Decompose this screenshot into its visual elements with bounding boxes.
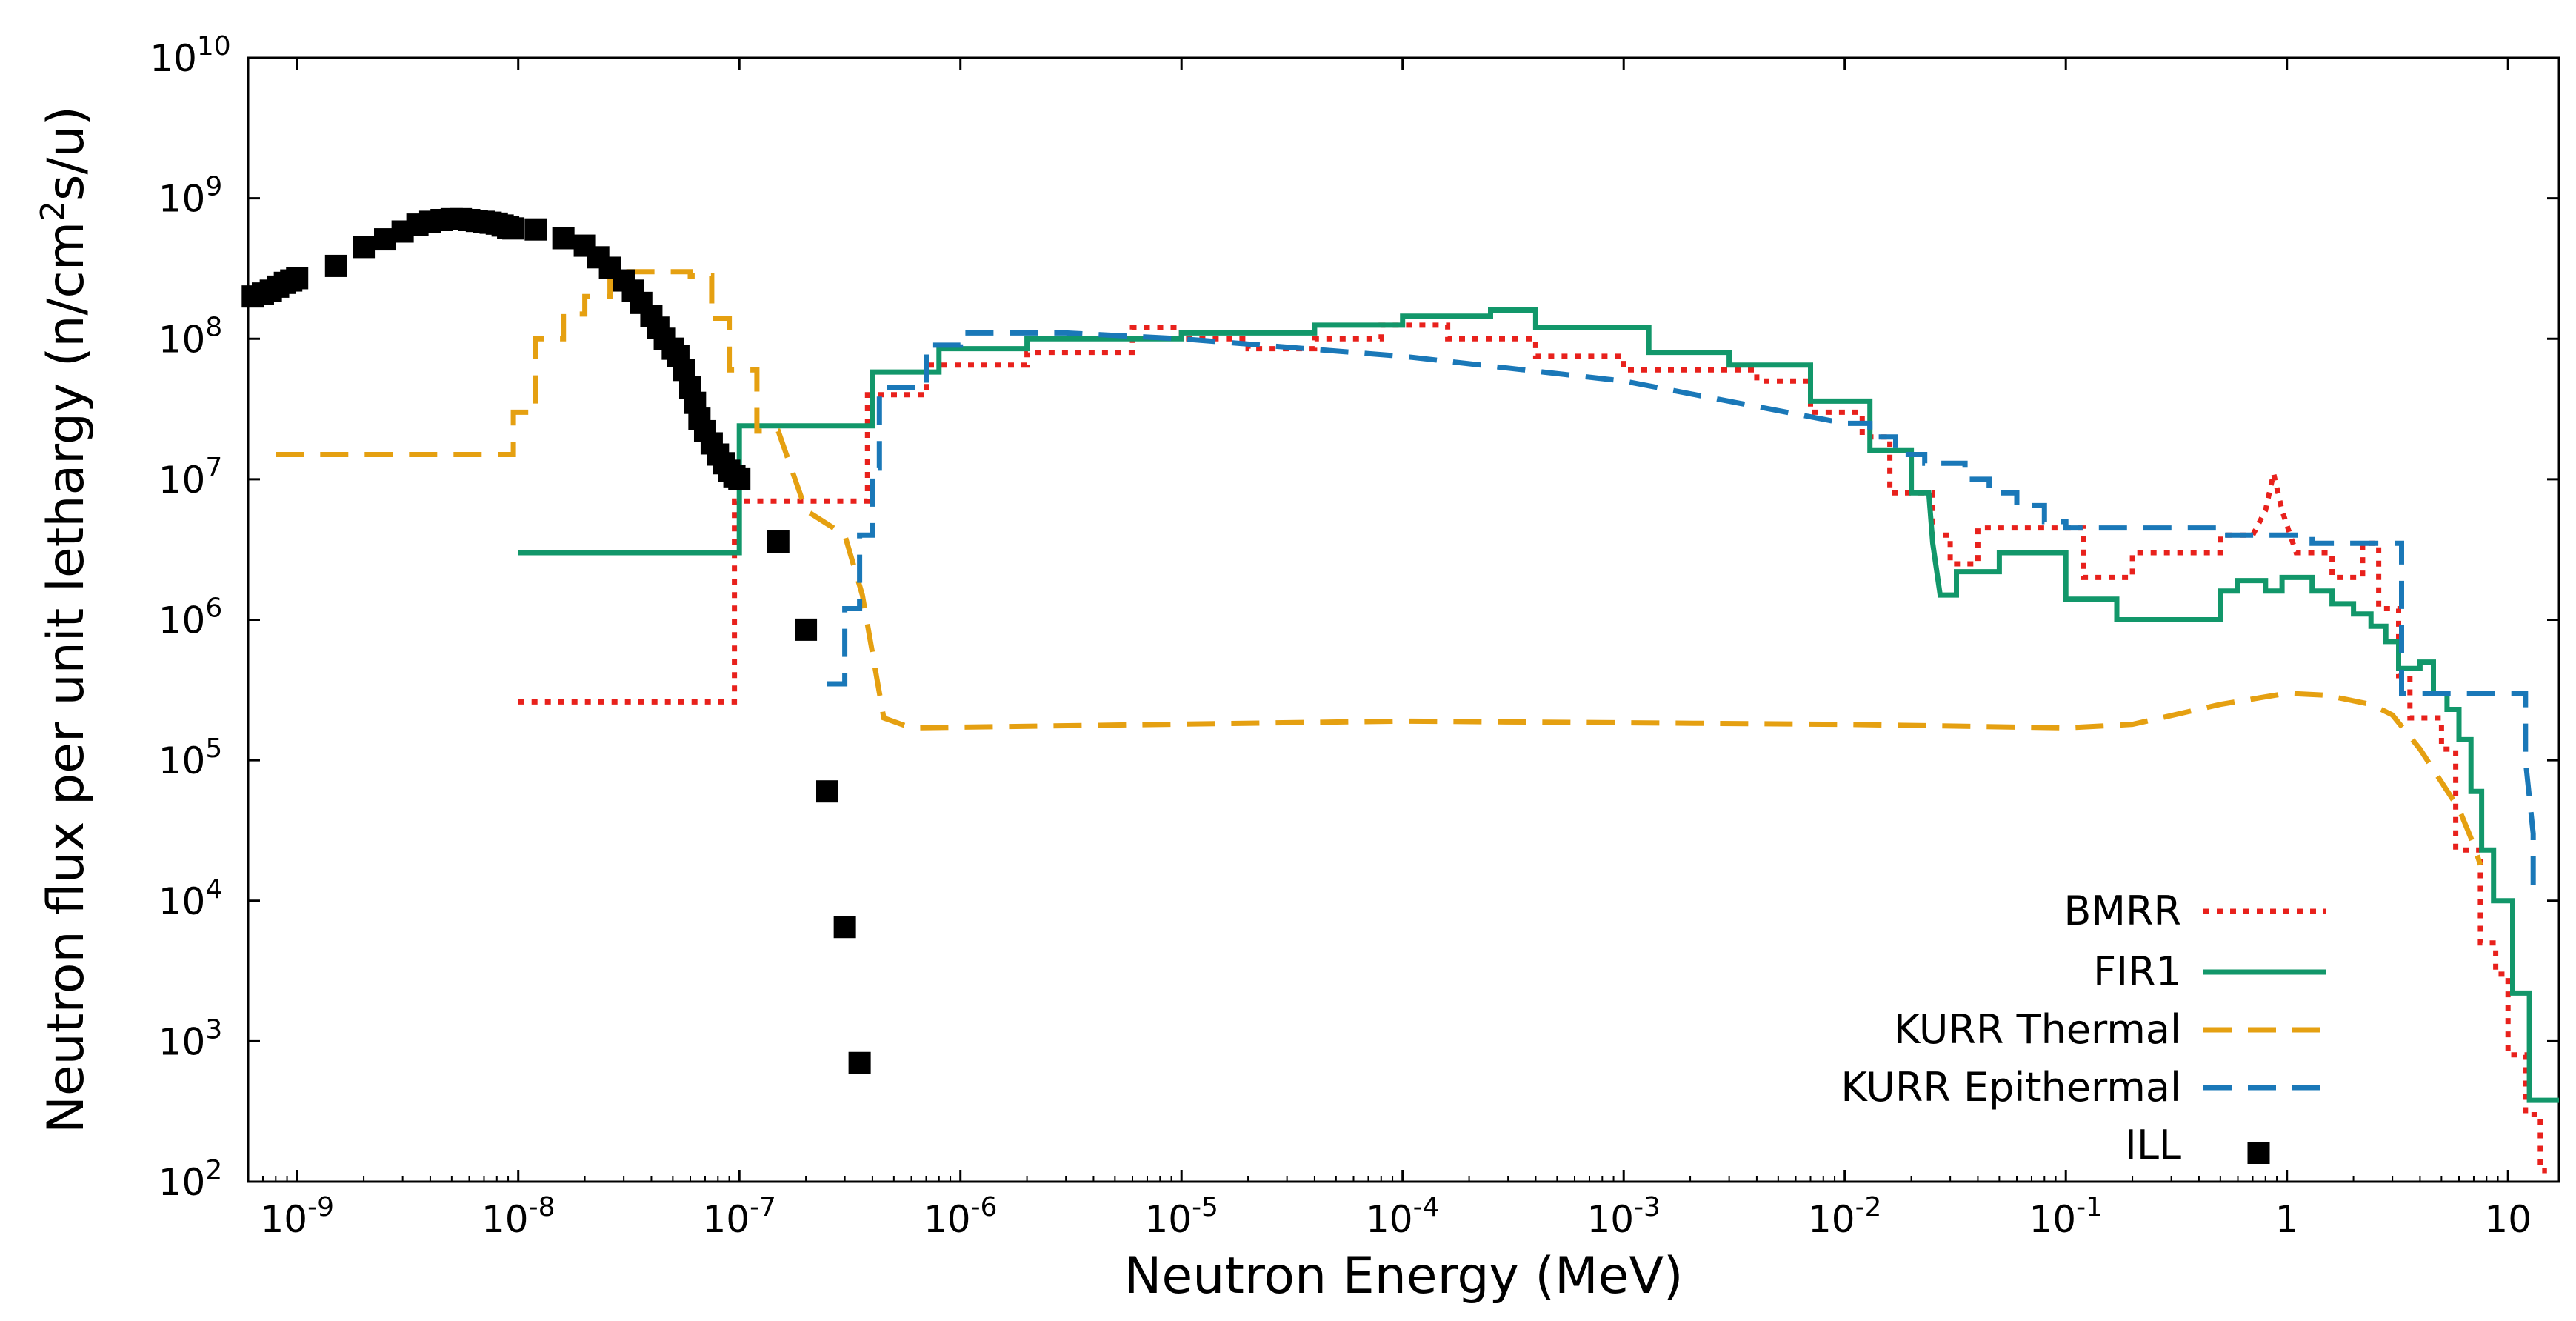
legend-label: FIR1: [2093, 948, 2181, 995]
ill-data-point: [524, 218, 547, 241]
x-tick-label: 10-3: [1586, 1192, 1661, 1241]
y-axis-title-superscript: 2: [34, 201, 72, 222]
ill-data-point: [833, 916, 856, 939]
series-ill: [241, 207, 871, 1074]
ill-data-point: [795, 618, 818, 641]
legend-marker: [2247, 1142, 2270, 1164]
ill-data-point: [816, 780, 839, 803]
x-tick-label: 10-4: [1366, 1192, 1440, 1241]
legend-label: KURR Epithermal: [1841, 1064, 2181, 1111]
y-tick-label: 1010: [150, 31, 230, 80]
series-layer: [241, 207, 2559, 1174]
x-tick-label: 10-2: [1808, 1192, 1882, 1241]
x-tick-label: 10: [2484, 1198, 2532, 1241]
legend: BMRR FIR1 KURR Thermal KURR Epithermal ILL: [1841, 888, 2326, 1168]
y-tick-label: 107: [159, 453, 223, 502]
x-axis-ticks: 10-9 10-8 10-7 10-6 10-5 10-4 10-3 10-2 10-1 1 10: [260, 58, 2532, 1241]
ill-data-point: [286, 267, 309, 290]
y-axis-ticks: 102 103 104 105 106 107 108 109 1010: [150, 31, 2559, 1204]
y-tick-label: 109: [159, 172, 223, 221]
y-tick-label: 105: [159, 733, 223, 782]
y-axis-title-end: s/u): [37, 106, 96, 201]
x-tick-label: 10-9: [260, 1192, 334, 1241]
legend-label: BMRR: [2063, 888, 2181, 934]
series-line-kurr-thermal: [276, 269, 2483, 866]
y-tick-label: 108: [159, 312, 223, 361]
x-tick-label: 10-8: [481, 1192, 555, 1241]
ill-data-point: [552, 227, 575, 250]
ill-data-point: [353, 236, 376, 259]
x-tick-label: 10-1: [2029, 1192, 2103, 1241]
ill-data-point: [502, 217, 525, 240]
series-line-bmrr: [518, 322, 2547, 1174]
y-axis-title-main: Neutron flux per unit lethargy (n/cm: [37, 222, 96, 1134]
x-axis-title: Neutron Energy (MeV): [1124, 1247, 1683, 1305]
series-line-kurr-epithermal: [827, 330, 2536, 885]
y-tick-label: 103: [159, 1014, 223, 1063]
y-tick-label: 106: [159, 593, 223, 642]
y-tick-label: 102: [159, 1155, 223, 1204]
ill-data-point: [767, 530, 790, 553]
y-tick-label: 104: [159, 874, 223, 923]
x-tick-label: 1: [2275, 1198, 2299, 1241]
ill-data-point: [728, 467, 751, 490]
y-axis-title: Neutron flux per unit lethargy (n/cm2s/u…: [34, 106, 96, 1134]
x-tick-label: 10-7: [702, 1192, 776, 1241]
legend-label: KURR Thermal: [1894, 1006, 2181, 1053]
x-tick-label: 10-6: [924, 1192, 998, 1241]
ill-data-point: [324, 254, 347, 277]
series-line-fir1: [518, 307, 2559, 1103]
ill-data-point: [848, 1051, 871, 1074]
legend-label: ILL: [2125, 1122, 2181, 1168]
x-tick-label: 10-5: [1144, 1192, 1218, 1241]
